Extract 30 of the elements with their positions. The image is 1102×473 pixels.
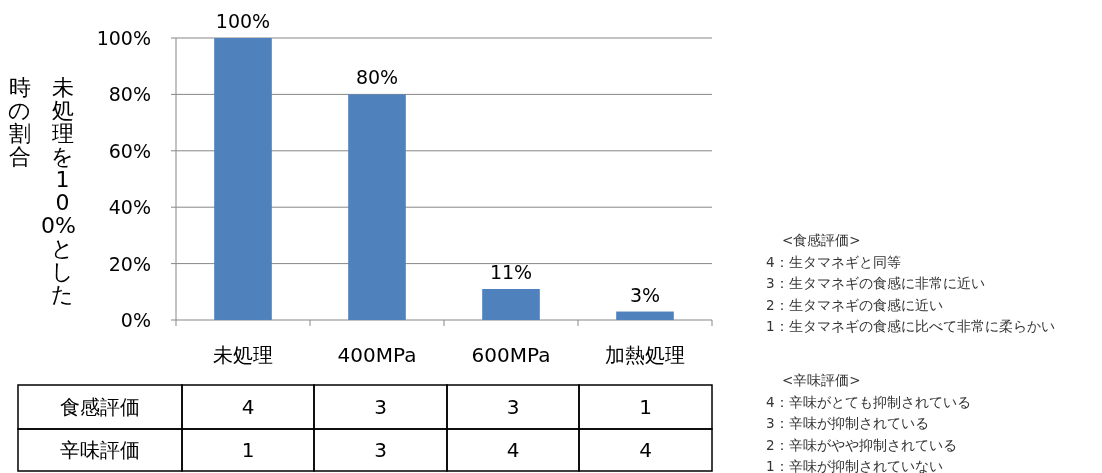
y-tick-label: 60% [108, 139, 151, 162]
text: 3：辛味が抑制されている [766, 415, 929, 431]
y-tick-label: 100% [96, 27, 151, 49]
bar [348, 94, 406, 320]
text: <辛味評価> [782, 372, 861, 388]
text: 3：生タマネギの食感に非常に近い [766, 275, 985, 291]
x-tick-label: 未処理 [213, 343, 273, 367]
y-tick-label: 0% [120, 309, 151, 331]
data-label: 100% [215, 10, 271, 32]
data-label: 3% [629, 283, 661, 306]
text: 4：辛味がとても抑制されている [766, 393, 971, 410]
y-tick-label: 40% [108, 196, 151, 219]
text: 4：生タマネギと同等 [766, 253, 901, 270]
bar [616, 311, 674, 320]
text: 2：辛味がやや抑制されている [766, 436, 957, 453]
text: 2：生タマネギの食感に近い [766, 296, 943, 313]
x-tick-label: 加熱処理 [605, 343, 685, 367]
y-tick-label: 20% [108, 252, 151, 275]
data-label: 80% [355, 66, 399, 89]
x-tick-label: 400MPa [337, 343, 417, 367]
text: 1：辛味が抑制されていない [766, 458, 943, 473]
text: 1 [55, 167, 70, 192]
data-label: 11% [489, 260, 533, 283]
bar [214, 38, 272, 320]
y-tick-label: 80% [108, 83, 151, 106]
x-tick-label: 600MPa [471, 343, 551, 367]
text: 1：生タマネギの食感に比べて非常に柔らかい [766, 318, 1055, 334]
bar [482, 288, 540, 320]
table: 食感評価 4 3 3 1 辛味評価 1 3 4 4 [17, 384, 713, 472]
text: <食感評価> [782, 232, 861, 248]
